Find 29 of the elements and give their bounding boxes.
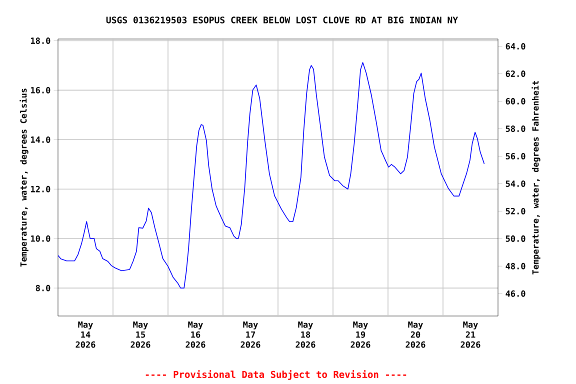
y-tick-label: 14.0 xyxy=(31,136,50,143)
y-tick-label: 12.0 xyxy=(31,186,50,192)
line-series xyxy=(58,62,485,288)
y2-tick-label: 50.0 xyxy=(506,235,526,242)
y2-tick-label: 46.0 xyxy=(506,290,526,297)
y-tick-label: 10.0 xyxy=(31,235,50,242)
y2-tick-label: 60.0 xyxy=(506,98,526,104)
x-tick-label: May 18 2026 xyxy=(296,321,316,348)
y2-tick-label: 64.0 xyxy=(506,43,526,50)
y2-tick-label: 62.0 xyxy=(506,70,526,77)
y2-axis-title: Temperature, water, degrees Fahrenheit xyxy=(532,80,540,274)
y-axis-title: Temperature, water, degrees Celsius xyxy=(20,88,28,267)
chart-title: USGS 0136219503 ESOPUS CREEK BELOW LOST CLOVE RD AT BIG INDIAN NY xyxy=(106,16,458,24)
y-tick-label: 8.0 xyxy=(36,284,50,292)
x-tick-label: May 17 2026 xyxy=(240,321,260,348)
y2-tick-label: 52.0 xyxy=(506,208,526,214)
x-tick-label: May 15 2026 xyxy=(130,321,150,348)
y-tick-label: 16.0 xyxy=(31,86,50,94)
y2-tick-label: 56.0 xyxy=(506,152,526,160)
text: ---- Provisional Data Subject to Revision ---- xyxy=(146,370,406,380)
y-tick-label: 18.0 xyxy=(31,38,50,44)
x-tick-label: May 16 2026 xyxy=(186,321,206,348)
x-tick-label: May 14 2026 xyxy=(76,321,96,348)
x-tick-label: May 20 2026 xyxy=(406,321,426,348)
y2-tick-label: 48.0 xyxy=(506,262,526,270)
y2-tick-label: 58.0 xyxy=(506,126,526,132)
y2-tick-label: 54.0 xyxy=(506,180,526,187)
x-tick-label: May 21 2026 xyxy=(460,321,480,348)
x-tick-label: May 19 2026 xyxy=(350,321,370,348)
